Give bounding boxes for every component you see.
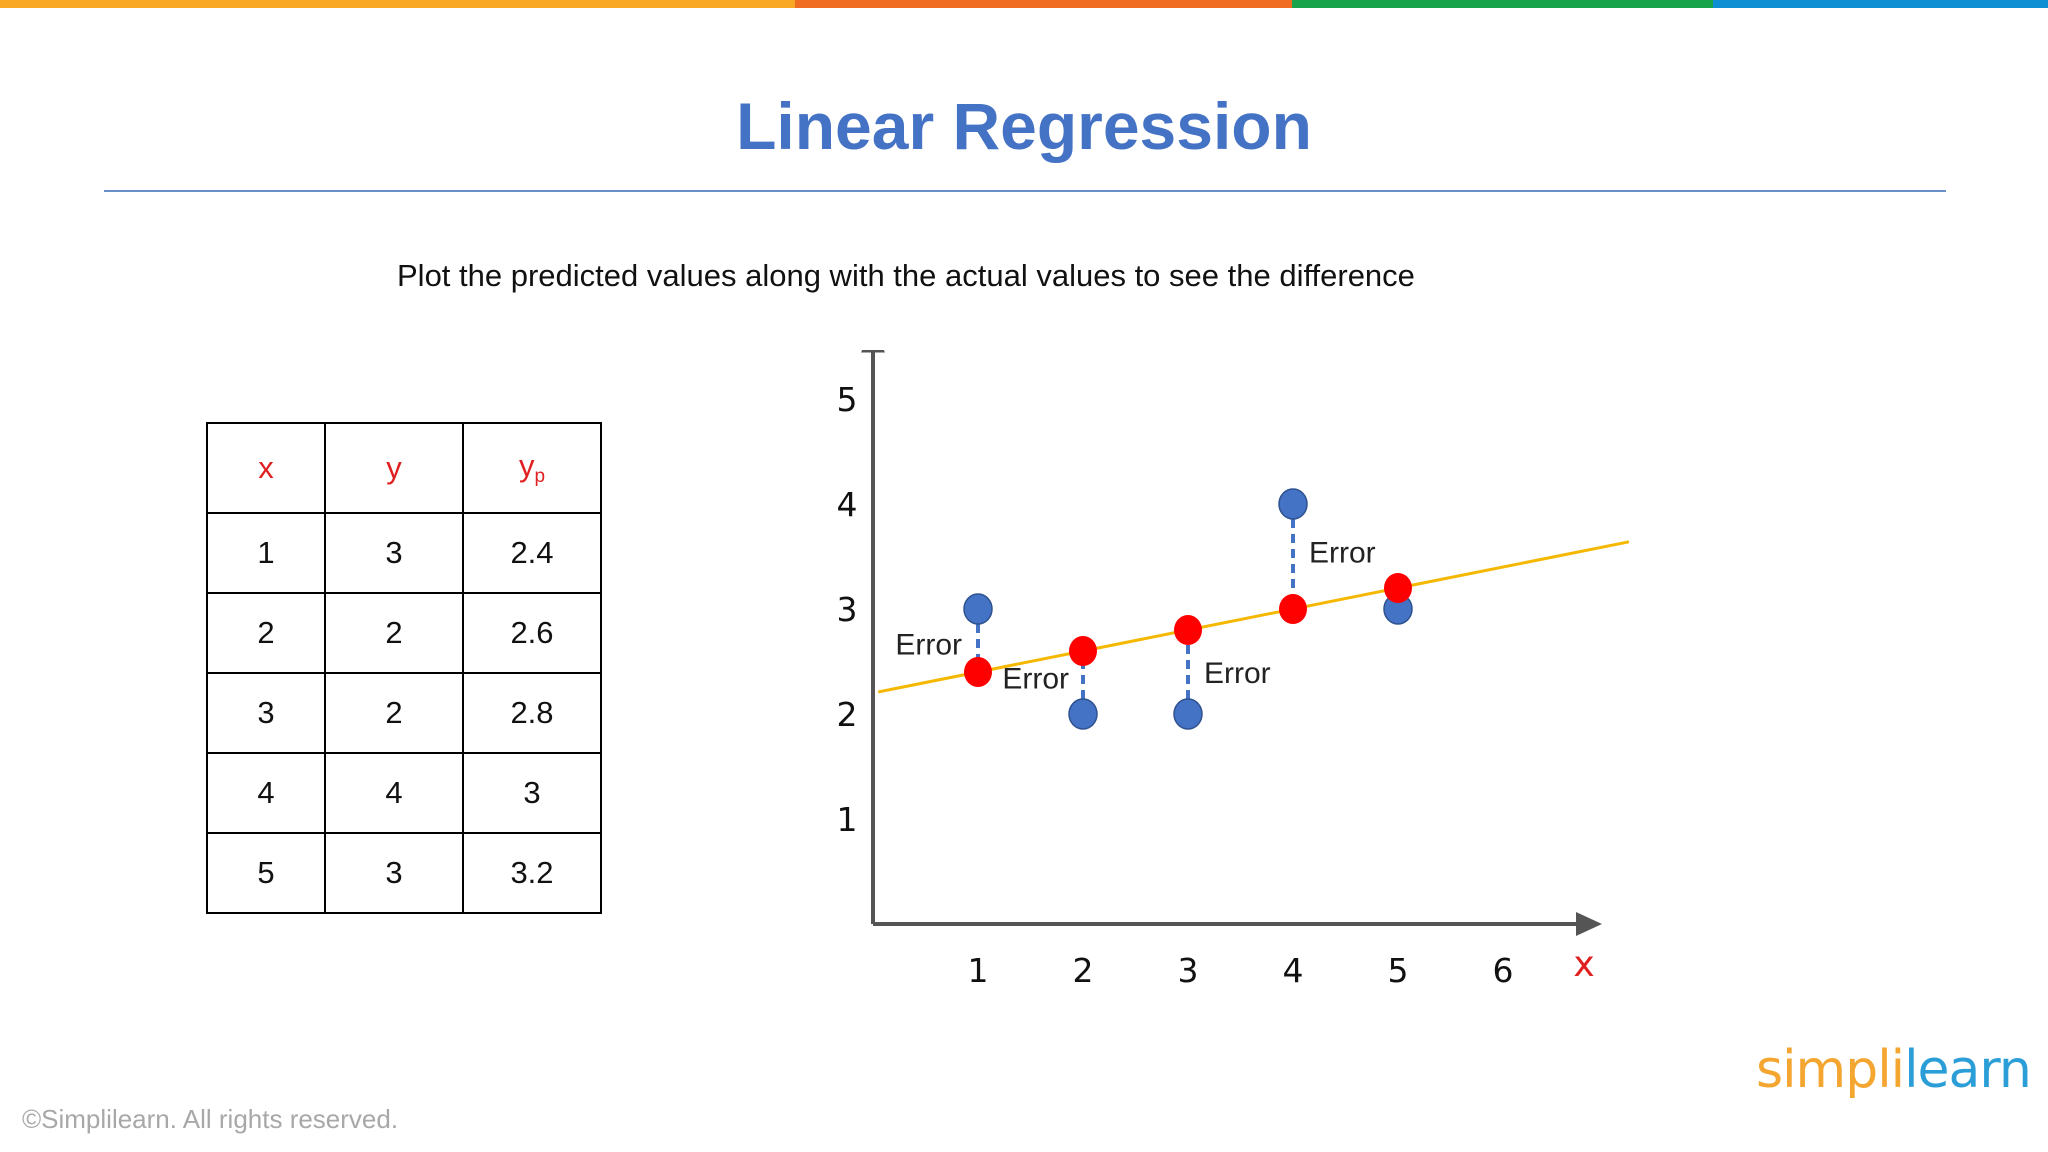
x-tick-label: 5: [1388, 951, 1409, 990]
cell-x: 3: [206, 672, 326, 754]
cell-yp: 2.4: [462, 512, 602, 594]
y-tick-label: 4: [837, 485, 858, 524]
error-label: Error: [1309, 536, 1376, 569]
top-bar-segment-4: [1713, 0, 2048, 8]
x-axis-arrow: [1576, 912, 1602, 936]
top-bar-segment-1: [0, 0, 795, 8]
actual-point: [1068, 698, 1098, 730]
cell-x: 4: [206, 752, 326, 834]
regression-line: [877, 540, 1630, 694]
actual-point: [1278, 488, 1308, 520]
cell-yp: 2.6: [462, 592, 602, 674]
cell-y: 2: [324, 592, 464, 674]
table-row: 4 4 3: [206, 752, 602, 834]
top-bar-segment-3: [1292, 0, 1713, 8]
top-color-bar: [0, 0, 2048, 8]
predicted-point: [1279, 594, 1307, 624]
predicted-point: [1384, 573, 1412, 603]
logo-part-1: simpl: [1756, 1040, 1892, 1100]
header-yp: yp: [462, 422, 602, 514]
x-tick-label: 1: [968, 951, 989, 990]
simplilearn-logo: simplilearn: [1756, 1040, 2032, 1100]
y-axis-arrow: [861, 350, 885, 353]
y-tick-label: 2: [837, 695, 858, 734]
x-tick-label: 6: [1493, 951, 1514, 990]
top-bar-segment-2: [795, 0, 1292, 8]
regression-chart: xy12345612345ErrorErrorErrorError: [837, 350, 1630, 990]
table-row: 2 2 2.6: [206, 592, 602, 674]
predicted-point: [1174, 615, 1202, 645]
x-tick-label: 4: [1283, 951, 1304, 990]
cell-y: 2: [324, 672, 464, 754]
cell-y: 3: [324, 512, 464, 594]
header-y: y: [324, 422, 464, 514]
error-label: Error: [1204, 657, 1271, 690]
cell-yp: 3: [462, 752, 602, 834]
table-header-row: x y yp: [206, 422, 602, 514]
error-label: Error: [1002, 662, 1069, 695]
logo-part-2: i: [1890, 1040, 1905, 1100]
data-table: x y yp 1 3 2.4 2 2 2.6 3 2 2.8 4 4 3 5 3…: [206, 422, 602, 914]
table-row: 5 3 3.2: [206, 832, 602, 914]
cell-x: 5: [206, 832, 326, 914]
header-x: x: [206, 422, 326, 514]
table-row: 1 3 2.4: [206, 512, 602, 594]
cell-x: 2: [206, 592, 326, 674]
title-divider: [104, 190, 1946, 192]
actual-point: [963, 593, 993, 625]
slide-title: Linear Regression: [736, 89, 1312, 163]
slide-subtitle: Plot the predicted values along with the…: [397, 258, 1415, 293]
logo-part-3: learn: [1904, 1040, 2032, 1100]
predicted-point: [964, 657, 992, 687]
x-tick-label: 2: [1073, 951, 1094, 990]
predicted-point: [1069, 636, 1097, 666]
y-tick-label: 1: [837, 800, 858, 839]
x-axis-label: x: [1573, 944, 1594, 985]
x-tick-label: 3: [1178, 951, 1199, 990]
cell-y: 4: [324, 752, 464, 834]
header-y-text: y: [386, 450, 402, 485]
cell-yp: 3.2: [462, 832, 602, 914]
actual-point: [1173, 698, 1203, 730]
table-row: 3 2 2.8: [206, 672, 602, 754]
header-x-text: x: [258, 450, 274, 485]
error-label: Error: [895, 629, 962, 662]
cell-x: 1: [206, 512, 326, 594]
header-yp-sub: p: [534, 466, 546, 487]
y-tick-label: 5: [837, 380, 858, 419]
cell-yp: 2.8: [462, 672, 602, 754]
copyright-text: ©Simplilearn. All rights reserved.: [22, 1104, 399, 1134]
y-tick-label: 3: [837, 590, 858, 629]
cell-y: 3: [324, 832, 464, 914]
header-yp-base: y: [518, 448, 535, 483]
